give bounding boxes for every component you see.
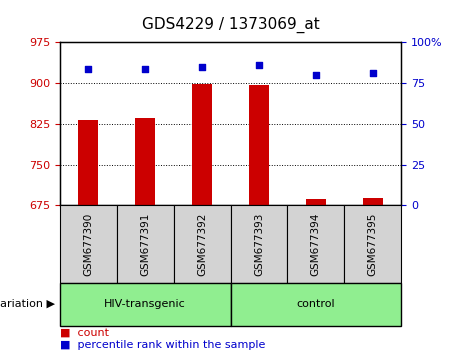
Bar bbox=[60, 283, 230, 326]
Point bbox=[255, 62, 263, 68]
Bar bbox=[78, 120, 98, 205]
Bar bbox=[230, 205, 287, 283]
Text: GSM677394: GSM677394 bbox=[311, 212, 321, 276]
Text: ■  percentile rank within the sample: ■ percentile rank within the sample bbox=[60, 340, 265, 350]
Point bbox=[369, 70, 376, 76]
Bar bbox=[60, 205, 117, 283]
Bar bbox=[230, 283, 401, 326]
Text: GDS4229 / 1373069_at: GDS4229 / 1373069_at bbox=[142, 17, 319, 33]
Point bbox=[198, 64, 206, 70]
Bar bbox=[249, 85, 269, 205]
Bar bbox=[117, 205, 174, 283]
Bar bbox=[135, 118, 155, 205]
Text: genotype/variation ▶: genotype/variation ▶ bbox=[0, 299, 55, 309]
Text: GSM677392: GSM677392 bbox=[197, 212, 207, 276]
Point bbox=[312, 72, 319, 78]
Text: GSM677390: GSM677390 bbox=[83, 213, 94, 276]
Text: ■  count: ■ count bbox=[60, 328, 109, 338]
Point bbox=[85, 66, 92, 72]
Bar bbox=[287, 205, 344, 283]
Point bbox=[142, 66, 149, 72]
Text: HIV-transgenic: HIV-transgenic bbox=[104, 299, 186, 309]
Text: control: control bbox=[296, 299, 335, 309]
Text: GSM677395: GSM677395 bbox=[367, 212, 378, 276]
Bar bbox=[174, 205, 230, 283]
Bar bbox=[306, 199, 326, 205]
Bar bbox=[192, 84, 212, 205]
Text: GSM677391: GSM677391 bbox=[140, 212, 150, 276]
Bar bbox=[344, 205, 401, 283]
Text: GSM677393: GSM677393 bbox=[254, 212, 264, 276]
Bar bbox=[363, 198, 383, 205]
